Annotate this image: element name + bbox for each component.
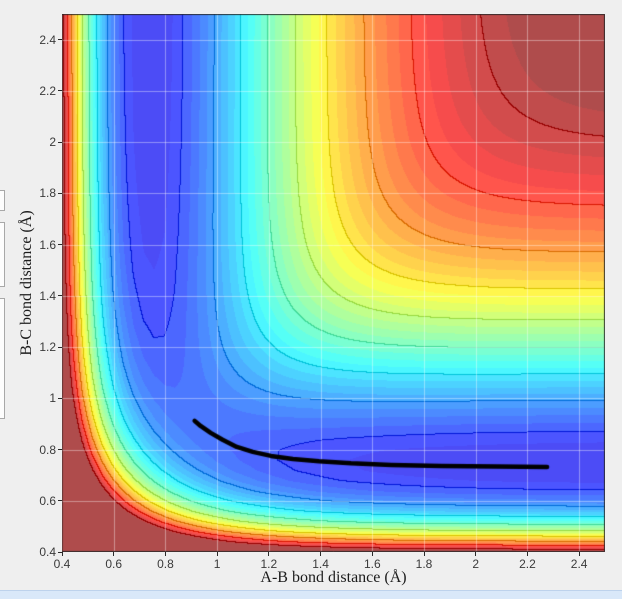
y-axis-tick-label: 0.4 xyxy=(39,545,56,559)
x-axis-tick-label: 1.4 xyxy=(312,557,329,571)
y-axis-tick-label: 2.2 xyxy=(39,83,56,98)
x-tick-mark xyxy=(216,552,218,556)
window-bottom-edge-strip xyxy=(0,590,622,599)
x-axis-label: A-B bond distance (Å) xyxy=(260,569,407,586)
x-tick-mark xyxy=(371,552,373,556)
y-axis-tick-label: 2.4 xyxy=(39,32,56,47)
y-tick-mark xyxy=(58,295,62,297)
y-tick-mark xyxy=(58,39,62,41)
cropped-input-field[interactable] xyxy=(0,190,5,211)
x-axis-tick-label: 0.4 xyxy=(53,557,71,571)
y-tick-mark xyxy=(58,551,62,553)
x-tick-mark xyxy=(164,552,166,556)
x-axis-tick-label: 2.4 xyxy=(570,557,588,571)
y-axis-tick-label: 0.6 xyxy=(39,493,56,508)
x-axis-tick-label: 1.6 xyxy=(363,557,381,571)
y-tick-mark xyxy=(58,90,62,92)
x-tick-mark xyxy=(113,552,115,556)
y-axis-tick-label: 0.8 xyxy=(39,442,56,457)
pes-plot-area xyxy=(62,14,605,552)
y-tick-mark xyxy=(58,346,62,348)
y-tick-mark xyxy=(58,397,62,399)
y-tick-mark xyxy=(58,141,62,143)
y-tick-mark xyxy=(58,192,62,194)
x-tick-mark xyxy=(320,552,322,556)
x-axis-tick-label: 1.8 xyxy=(415,557,433,571)
x-tick-mark xyxy=(268,552,270,556)
x-axis-tick-label: 1.2 xyxy=(260,557,278,571)
y-axis-tick-label: 1.2 xyxy=(39,340,56,355)
x-tick-mark xyxy=(526,552,528,556)
y-axis-tick-label: 1 xyxy=(49,391,56,406)
x-axis-tick-label: 2.2 xyxy=(519,557,536,571)
pes-contour-canvas xyxy=(62,14,605,552)
y-axis-label: B-C bond distance (Å) xyxy=(18,210,35,356)
y-tick-mark xyxy=(58,449,62,451)
x-tick-mark xyxy=(61,552,63,556)
y-axis-tick-label: 2 xyxy=(49,135,56,150)
x-axis-tick-label: 0.6 xyxy=(105,557,123,571)
y-axis-tick-label: 1.4 xyxy=(39,288,56,303)
y-axis-tick-label: 1.8 xyxy=(39,186,56,201)
y-tick-mark xyxy=(58,244,62,246)
x-tick-mark xyxy=(475,552,477,556)
x-axis-tick-label: 2 xyxy=(472,557,480,571)
cropped-input-field[interactable] xyxy=(0,298,5,419)
x-tick-mark xyxy=(423,552,425,556)
x-axis-tick-label: 1 xyxy=(213,557,221,571)
x-tick-mark xyxy=(578,552,580,556)
y-tick-mark xyxy=(58,500,62,502)
y-axis-tick-label: 1.6 xyxy=(39,237,56,252)
cropped-input-field[interactable] xyxy=(0,222,5,287)
x-axis-tick-label: 0.8 xyxy=(157,557,174,571)
